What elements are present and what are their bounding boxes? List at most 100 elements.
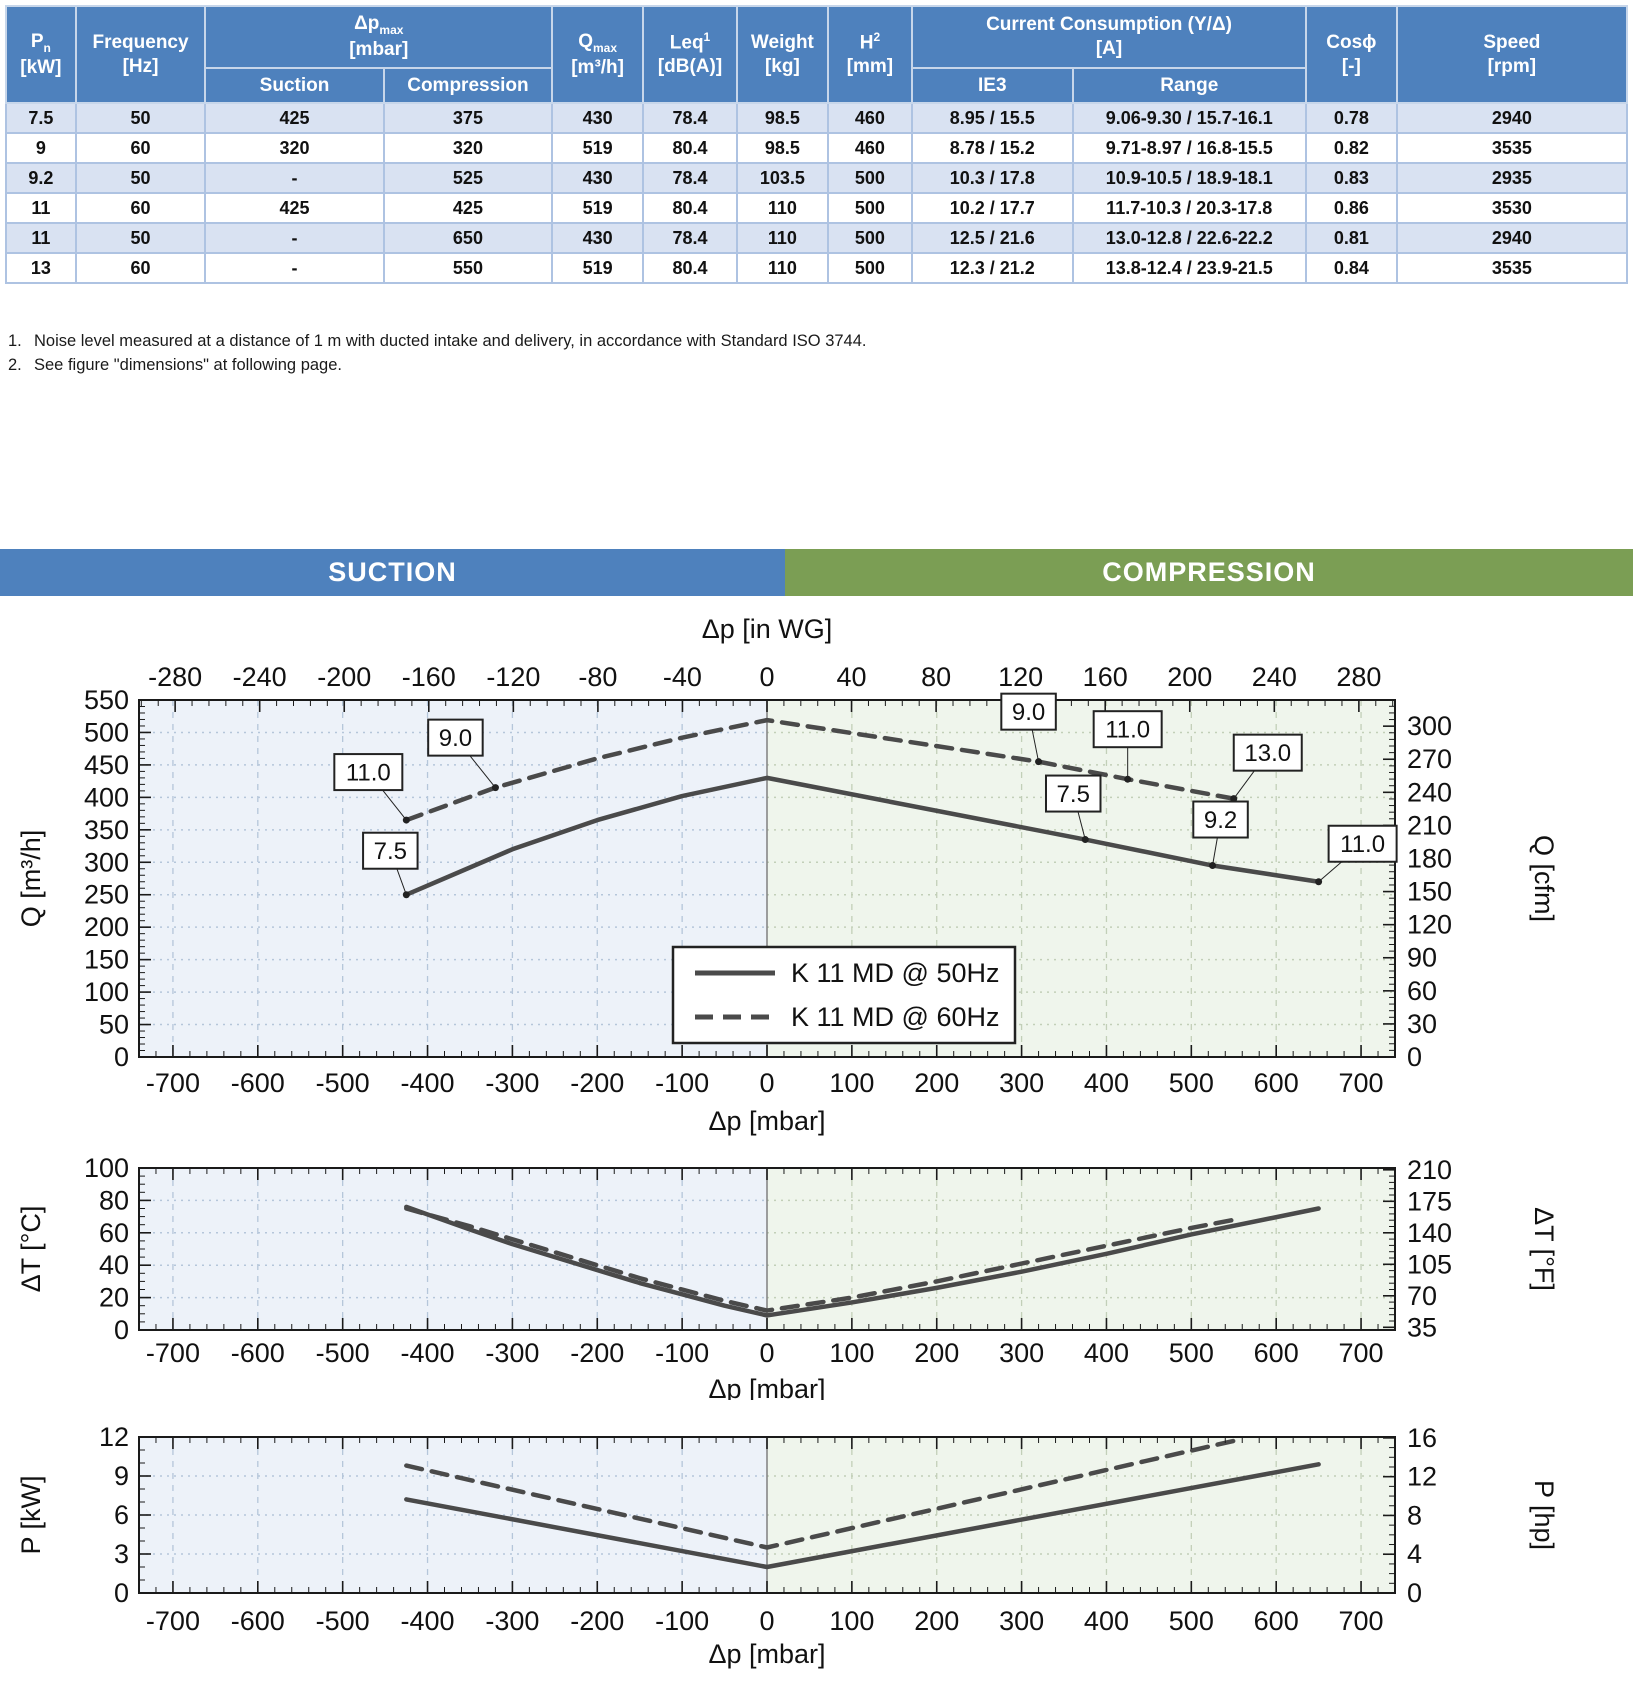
spec-cell: 110 — [736, 222, 829, 255]
spec-cell: 0.83 — [1304, 162, 1398, 195]
svg-text:700: 700 — [1339, 1068, 1384, 1098]
spec-cell: 425 — [204, 102, 385, 135]
svg-text:600: 600 — [1254, 1068, 1299, 1098]
spec-cell: 0.86 — [1304, 192, 1398, 225]
spec-cell: 519 — [551, 192, 644, 225]
svg-text:400: 400 — [1084, 1068, 1129, 1098]
power-chart: -700 -600 -500 -400 -300 -200 -100 0 100 200 300 40… — [16, 1422, 1559, 1669]
svg-text:120: 120 — [1407, 910, 1452, 940]
svg-text:-500: -500 — [316, 1338, 370, 1368]
svg-text:140: 140 — [1407, 1218, 1452, 1248]
svg-text:400: 400 — [1084, 1338, 1129, 1368]
spec-table: Pn [kW] Frequency [Hz] Δpmax [mbar] Qmax [m³/h]… — [5, 4, 1629, 285]
spec-cell: 78.4 — [641, 162, 739, 195]
svg-text:-400: -400 — [401, 1606, 455, 1636]
suction-banner: SUCTION — [0, 549, 785, 596]
spec-cell: 11.7-10.3 / 20.3-17.8 — [1071, 192, 1307, 225]
spec-cell: 10.9-10.5 / 18.9-18.1 — [1071, 162, 1307, 195]
svg-text:-280: -280 — [148, 662, 202, 692]
spec-cell: 50 — [74, 222, 207, 255]
svg-text:20: 20 — [99, 1283, 129, 1313]
col-header: Weight [kg] — [736, 4, 829, 105]
spec-cell: 320 — [204, 132, 385, 165]
svg-text:100: 100 — [84, 1153, 129, 1183]
spec-cell: 11 — [5, 192, 77, 225]
spec-cell: 13.0-12.8 / 22.6-22.2 — [1071, 222, 1307, 255]
svg-text:350: 350 — [84, 815, 129, 845]
svg-text:40: 40 — [99, 1250, 129, 1280]
spec-cell: 550 — [382, 252, 554, 285]
svg-text:160: 160 — [1083, 662, 1128, 692]
spec-cell: 0.78 — [1304, 102, 1398, 135]
spec-cell: 7.5 — [5, 102, 77, 135]
svg-text:500: 500 — [1169, 1338, 1214, 1368]
svg-text:100: 100 — [829, 1606, 874, 1636]
spec-cell: 10.2 / 17.7 — [911, 192, 1074, 225]
svg-text:150: 150 — [1407, 877, 1452, 907]
svg-text:0: 0 — [1407, 1578, 1422, 1608]
spec-cell: 500 — [826, 252, 914, 285]
svg-text:200: 200 — [914, 1606, 959, 1636]
col-header: Speed [rpm] — [1395, 4, 1629, 105]
spec-cell: 3535 — [1395, 132, 1629, 165]
col-header: Current Consumption (Y/Δ) [A] — [911, 5, 1307, 69]
svg-text:105: 105 — [1407, 1249, 1452, 1279]
svg-text:0: 0 — [114, 1578, 129, 1608]
svg-text:-700: -700 — [146, 1068, 200, 1098]
spec-cell: 0.81 — [1304, 222, 1398, 255]
col-header: Cosϕ [-] — [1304, 4, 1398, 105]
col-header: H2 [mm] — [826, 4, 914, 105]
spec-row: 11 60 425 425 519 80.4 110 500 10.2 / 17.7 11.7-1… — [5, 192, 1629, 225]
svg-text:-300: -300 — [485, 1338, 539, 1368]
spec-cell: 78.4 — [641, 102, 739, 135]
spec-cell: 80.4 — [641, 132, 739, 165]
spec-cell: 8.78 / 15.2 — [911, 132, 1074, 165]
svg-text:0: 0 — [114, 1315, 129, 1345]
spec-table-head: Pn [kW] Frequency [Hz] Δpmax [mbar] Qmax [m³/h]… — [5, 4, 1629, 105]
svg-text:60: 60 — [99, 1218, 129, 1248]
col-header: Frequency [Hz] — [74, 4, 207, 105]
svg-text:11.0: 11.0 — [346, 760, 391, 787]
compression-banner-label: COMPRESSION — [1102, 557, 1316, 587]
svg-text:300: 300 — [84, 847, 129, 877]
sub-col-header: Compression — [382, 66, 554, 105]
spec-cell: 60 — [74, 132, 207, 165]
spec-cell: 430 — [551, 162, 644, 195]
svg-text:0: 0 — [759, 1338, 774, 1368]
spec-cell: 9 — [5, 132, 77, 165]
spec-cell: 11 — [5, 222, 77, 255]
svg-text:0: 0 — [759, 1068, 774, 1098]
svg-text:Q [m³/h]: Q [m³/h] — [16, 830, 46, 928]
svg-text:9.0: 9.0 — [439, 725, 472, 752]
spec-cell: 110 — [736, 192, 829, 225]
footnote-1-number: 1. — [8, 332, 22, 350]
spec-cell: 2935 — [1395, 162, 1629, 195]
spec-cell: 60 — [74, 252, 207, 285]
spec-cell: 519 — [551, 132, 644, 165]
col-header: Pn [kW] — [5, 4, 77, 105]
spec-cell: 2940 — [1395, 102, 1629, 135]
svg-text:35: 35 — [1407, 1312, 1437, 1342]
svg-text:-100: -100 — [655, 1606, 709, 1636]
svg-text:Δp [mbar]: Δp [mbar] — [708, 1374, 825, 1400]
col-header: Qmax [m³/h] — [551, 4, 644, 105]
svg-text:-700: -700 — [146, 1338, 200, 1368]
svg-text:-300: -300 — [485, 1068, 539, 1098]
spec-cell: 0.84 — [1304, 252, 1398, 285]
spec-cell: 500 — [826, 222, 914, 255]
spec-cell: 13.8-12.4 / 23.9-21.5 — [1071, 252, 1307, 285]
svg-text:80: 80 — [99, 1185, 129, 1215]
svg-text:8: 8 — [1407, 1500, 1422, 1530]
spec-cell: 0.82 — [1304, 132, 1398, 165]
spec-cell: 430 — [551, 222, 644, 255]
svg-text:450: 450 — [84, 750, 129, 780]
footnote-2-text: See figure "dimensions" at following pag… — [34, 355, 342, 374]
svg-text:-200: -200 — [570, 1338, 624, 1368]
svg-text:-240: -240 — [233, 662, 287, 692]
spec-row: 7.5 50 425 375 430 78.4 98.5 460 8.95 / 15.5 9.06… — [5, 102, 1629, 135]
spec-cell: 519 — [551, 252, 644, 285]
svg-text:210: 210 — [1407, 1155, 1452, 1185]
spec-cell: 98.5 — [736, 132, 829, 165]
spec-cell: 50 — [74, 162, 207, 195]
svg-text:ΔT [°C]: ΔT [°C] — [16, 1206, 46, 1293]
